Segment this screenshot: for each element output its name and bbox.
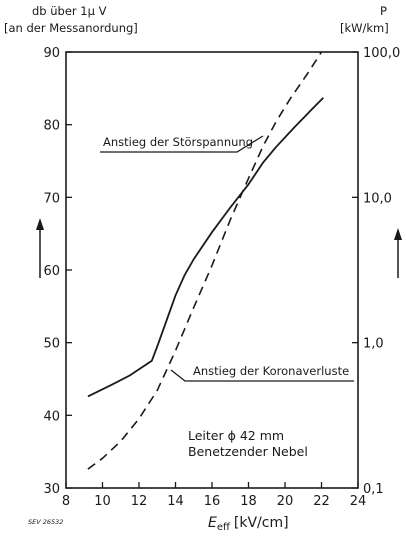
left-tick-label: 80 (43, 119, 60, 134)
x-tick-label: 8 (62, 494, 70, 509)
left-tick-label: 30 (43, 482, 60, 497)
note-line1: Leiter ϕ 42 mm (188, 428, 284, 443)
series-line-solid (87, 97, 324, 398)
right-tick-label: 100,0 (363, 46, 400, 61)
left-tick-label: 90 (43, 46, 60, 61)
left-tick-label: 70 (43, 191, 60, 206)
right-axis-label-line2: [kW/km] (340, 21, 389, 35)
x-tick-label: 24 (350, 494, 367, 509)
note-line2: Benetzender Nebel (188, 444, 308, 459)
x-tick-label: 10 (94, 494, 111, 509)
series-line-dashed (87, 51, 323, 470)
left-axis-label-line2: [an der Messanordung] (4, 21, 138, 35)
annotation-stoerspannung: Anstieg der Störspannung (103, 135, 253, 149)
x-axis-ticks: 8 10 12 14 16 18 20 22 24 (62, 482, 366, 509)
annotation-koronaverluste: Anstieg der Koronaverluste (193, 364, 349, 378)
x-axis-label: Eeff [kV/cm] (208, 515, 289, 533)
x-tick-label: 18 (240, 494, 257, 509)
x-axis-label-unit: [kV/cm] (234, 515, 289, 531)
right-axis-label-line1: P (380, 4, 387, 18)
x-axis-label-sub: eff (217, 522, 231, 533)
x-tick-label: 12 (131, 494, 148, 509)
x-tick-label: 16 (204, 494, 221, 509)
annotation-leader-koronaverluste (170, 369, 354, 382)
annotation-leader-stoerspannung (100, 135, 264, 153)
left-tick-label: 50 (43, 337, 60, 352)
x-tick-label: 20 (277, 494, 294, 509)
x-axis-label-main: E (208, 515, 217, 531)
right-axis-ticks: 0,1 1,0 10,0 100,0 (352, 46, 400, 497)
left-tick-label: 40 (43, 409, 60, 424)
left-tick-label: 60 (43, 264, 60, 279)
reference-code: SEV 26532 (28, 518, 63, 526)
right-tick-label: 1,0 (363, 337, 384, 352)
right-tick-label: 10,0 (363, 191, 392, 206)
right-up-arrow-icon (394, 228, 402, 278)
left-axis-ticks: 30 40 50 60 70 80 90 (43, 46, 72, 497)
x-tick-label: 14 (167, 494, 184, 509)
left-up-arrow-icon (36, 218, 44, 278)
left-axis-label-line1: db über 1µ V (32, 4, 107, 18)
right-tick-label: 0,1 (363, 482, 384, 497)
axes-frame (65, 51, 359, 489)
plot-border (65, 51, 359, 489)
x-tick-label: 22 (313, 494, 330, 509)
